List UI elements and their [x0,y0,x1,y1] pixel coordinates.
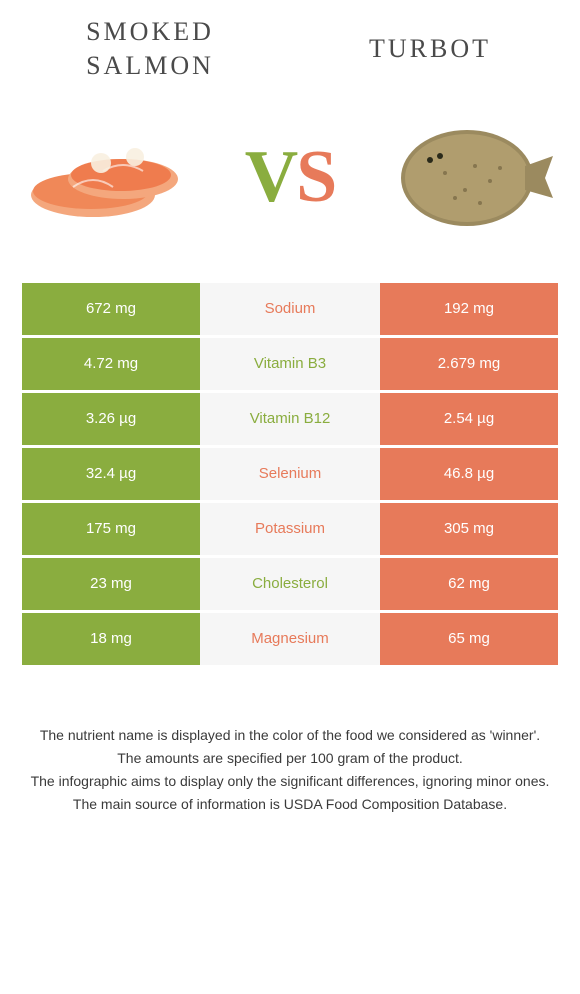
left-value: 23 mg [22,558,200,610]
footer-line-3: The infographic aims to display only the… [20,771,560,792]
table-row: 4.72 mgVitamin B32.679 mg [22,338,558,390]
turbot-icon [385,118,560,238]
left-value: 18 mg [22,613,200,665]
right-value: 305 mg [380,503,558,555]
left-value: 175 mg [22,503,200,555]
nutrient-name: Potassium [200,503,380,555]
footer: The nutrient name is displayed in the co… [20,725,560,815]
nutrient-name: Vitamin B12 [200,393,380,445]
right-value: 2.679 mg [380,338,558,390]
header: SMOKED SALMON TURBOT [0,0,580,93]
table-row: 3.26 µgVitamin B122.54 µg [22,393,558,445]
left-food-image [20,113,195,243]
nutrient-name: Selenium [200,448,380,500]
nutrient-name: Cholesterol [200,558,380,610]
nutrient-name: Vitamin B3 [200,338,380,390]
nutrient-name: Magnesium [200,613,380,665]
right-value: 2.54 µg [380,393,558,445]
footer-line-2: The amounts are specified per 100 gram o… [20,748,560,769]
right-value: 65 mg [380,613,558,665]
vs-s: S [296,136,335,218]
vs-v: V [245,136,296,218]
right-food-image [385,113,560,243]
left-value: 3.26 µg [22,393,200,445]
right-value: 192 mg [380,283,558,335]
vs-label: VS [245,135,336,220]
table-row: 32.4 µgSelenium46.8 µg [22,448,558,500]
right-value: 62 mg [380,558,558,610]
table-row: 23 mgCholesterol62 mg [22,558,558,610]
salmon-icon [23,123,193,233]
footer-line-4: The main source of information is USDA F… [20,794,560,815]
vs-row: VS [0,93,580,283]
left-value: 672 mg [22,283,200,335]
footer-line-1: The nutrient name is displayed in the co… [20,725,560,746]
right-value: 46.8 µg [380,448,558,500]
table-row: 175 mgPotassium305 mg [22,503,558,555]
nutrient-name: Sodium [200,283,380,335]
nutrient-table: 672 mgSodium192 mg4.72 mgVitamin B32.679… [22,283,558,665]
left-value: 32.4 µg [22,448,200,500]
left-value: 4.72 mg [22,338,200,390]
table-row: 18 mgMagnesium65 mg [22,613,558,665]
right-food-title: TURBOT [330,32,530,66]
left-food-title: SMOKED SALMON [50,15,250,83]
table-row: 672 mgSodium192 mg [22,283,558,335]
